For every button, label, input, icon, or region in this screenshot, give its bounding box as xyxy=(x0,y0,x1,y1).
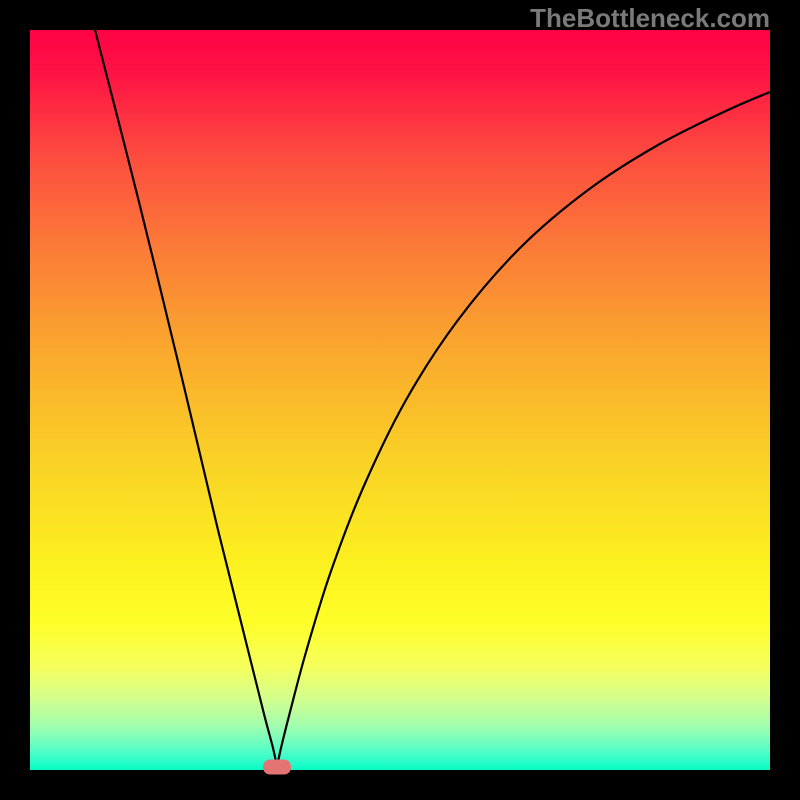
optimum-marker xyxy=(263,760,291,775)
chart-frame: TheBottleneck.com xyxy=(0,0,800,800)
watermark-text: TheBottleneck.com xyxy=(530,3,770,34)
plot-area xyxy=(30,30,770,770)
bottleneck-curve xyxy=(30,30,770,770)
